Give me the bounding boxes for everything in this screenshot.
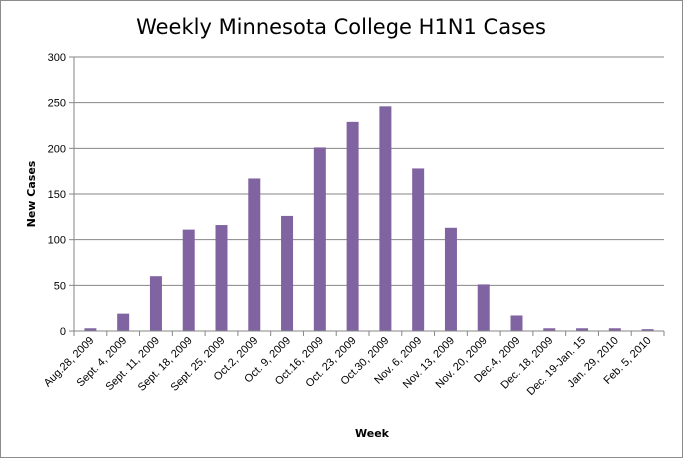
bar <box>149 276 162 331</box>
y-tick-label: 200 <box>48 143 66 155</box>
bar <box>444 227 457 331</box>
y-tick-label: 300 <box>48 52 66 64</box>
y-axis-ticks: 0 50 100 150 200 250 300 <box>48 52 74 338</box>
y-tick-label: 100 <box>48 235 66 247</box>
y-tick-label: 150 <box>48 189 66 201</box>
bar <box>379 106 392 331</box>
bar <box>281 215 294 331</box>
bar <box>313 147 326 331</box>
chart-title: Weekly Minnesota College H1N1 Cases <box>136 15 546 39</box>
bar <box>543 328 556 331</box>
bar <box>608 328 621 331</box>
bar <box>346 121 359 331</box>
bar <box>576 328 589 331</box>
bars <box>84 106 654 331</box>
x-tick-label: Dec. 19-Jan. 15 <box>525 335 588 398</box>
gridlines <box>74 56 664 286</box>
bar <box>248 178 261 331</box>
bar <box>641 329 654 331</box>
y-axis-label: New Cases <box>25 160 38 227</box>
bar <box>84 328 97 331</box>
y-tick-label: 50 <box>54 280 66 292</box>
bar <box>477 284 490 331</box>
x-axis-label: Week <box>355 427 390 440</box>
bar <box>182 229 195 331</box>
bar <box>510 315 523 331</box>
bar <box>412 168 425 331</box>
y-tick-label: 0 <box>60 326 66 338</box>
bar <box>117 313 130 331</box>
bar <box>215 225 228 331</box>
y-tick-label: 250 <box>48 98 66 110</box>
